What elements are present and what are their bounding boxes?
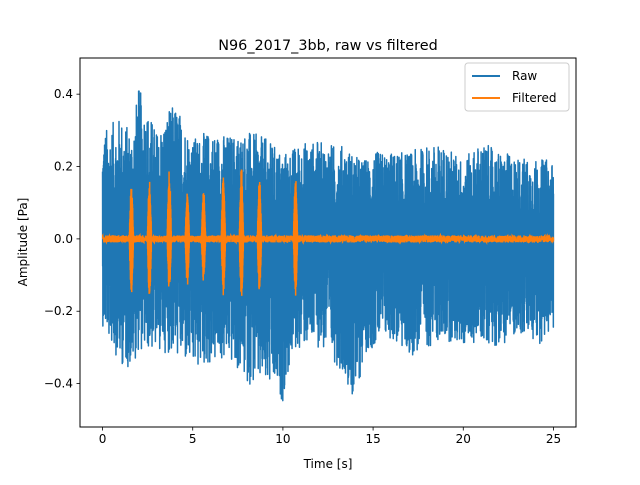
- filtered-burst: [292, 181, 299, 296]
- filtered-baseline-path: [101, 232, 555, 246]
- legend-filtered-label: Filtered: [512, 91, 556, 105]
- plot-frame: [79, 57, 577, 428]
- y-tick-label: 0.0: [54, 232, 73, 246]
- filtered-burst: [256, 182, 263, 290]
- filtered-burst: [184, 193, 191, 285]
- x-tick-label: 10: [275, 432, 290, 446]
- raw-series-path: [101, 90, 555, 402]
- filtered-series-line: [101, 169, 555, 296]
- raw-series-line: [101, 90, 555, 402]
- y-tick-label: −0.2: [44, 304, 73, 318]
- y-axis: −0.4 −0.2 0.0 0.2 0.4: [44, 87, 80, 391]
- y-tick-label: 0.4: [54, 87, 73, 101]
- legend-raw-label: Raw: [512, 69, 537, 83]
- x-tick-label: 15: [365, 432, 380, 446]
- x-tick-label: 0: [99, 432, 107, 446]
- x-tick-label: 20: [456, 432, 471, 446]
- chart-title: N96_2017_3bb, raw vs filtered: [218, 38, 437, 54]
- y-tick-label: −0.4: [44, 377, 73, 391]
- filtered-burst: [220, 177, 227, 296]
- x-tick-label: 5: [189, 432, 197, 446]
- filtered-burst: [128, 188, 135, 293]
- filtered-burst: [200, 193, 207, 281]
- filtered-burst: [166, 171, 173, 287]
- y-axis-label: Amplitude [Pa]: [16, 198, 30, 287]
- legend: Raw Filtered: [464, 62, 570, 112]
- filtered-burst: [238, 169, 245, 296]
- x-axis-label: Time [s]: [303, 457, 353, 471]
- x-tick-label: 25: [546, 432, 561, 446]
- filtered-burst: [146, 181, 153, 294]
- x-axis: 0 5 10 15 20 25: [99, 427, 561, 446]
- y-tick-label: 0.2: [54, 160, 73, 174]
